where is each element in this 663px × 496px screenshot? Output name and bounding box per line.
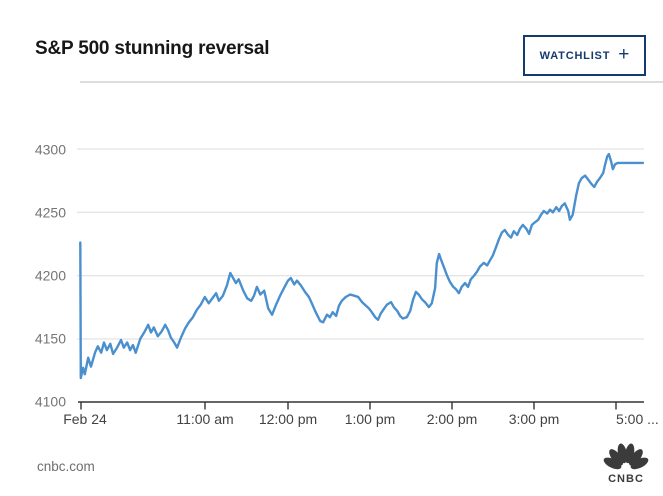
watchlist-button[interactable]: WATCHLIST +: [523, 35, 646, 76]
gridlines: [77, 148, 644, 340]
price-chart: 4100 4150 4200 4250 4300 Feb 24 11:00 am…: [35, 142, 659, 428]
y-axis-label: 4200: [35, 268, 66, 284]
page-title: S&P 500 stunning reversal: [35, 38, 270, 59]
plus-icon: +: [618, 44, 630, 65]
x-axis-label: Feb 24: [63, 411, 107, 427]
price-line: [79, 152, 645, 380]
x-axis-labels: Feb 24 11:00 am 12:00 pm 1:00 pm 2:00 pm…: [63, 411, 659, 427]
cnbc-logo: CNBC: [601, 442, 651, 488]
source-credit: cnbc.com: [37, 459, 95, 474]
x-axis-label: 3:00 pm: [509, 411, 560, 427]
x-axis-label: 1:00 pm: [345, 411, 396, 427]
x-axis-ticks: [80, 402, 617, 410]
cnbc-logo-text: CNBC: [608, 473, 644, 485]
y-axis-label: 4150: [35, 331, 66, 347]
x-axis-label: 5:00 ...: [616, 411, 659, 427]
watchlist-button-label: WATCHLIST: [539, 49, 611, 62]
y-axis-label: 4100: [35, 394, 66, 410]
x-axis-label: 11:00 am: [176, 411, 233, 427]
peacock-icon: [603, 443, 649, 470]
y-axis-label: 4250: [35, 205, 66, 221]
x-axis-label: 12:00 pm: [259, 411, 317, 427]
y-axis-labels: 4100 4150 4200 4250 4300: [35, 142, 66, 410]
header-divider: [80, 81, 663, 83]
y-axis-label: 4300: [35, 142, 66, 158]
x-axis-label: 2:00 pm: [427, 411, 478, 427]
